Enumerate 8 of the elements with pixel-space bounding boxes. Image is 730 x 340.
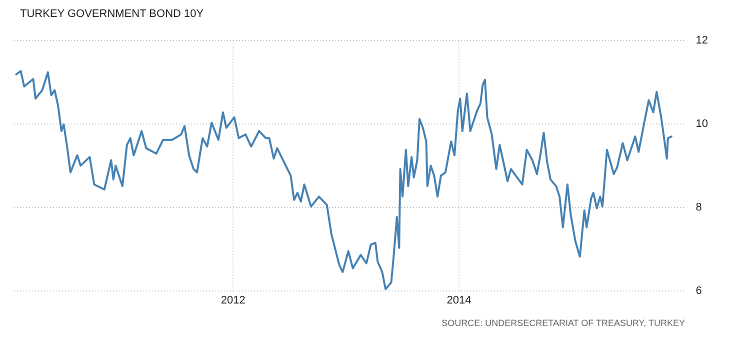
y-tick-label: 10 <box>696 118 708 130</box>
source-note: SOURCE: UNDERSECRETARIAT OF TREASURY, TURKEY <box>442 318 685 328</box>
x-tick-label: 2014 <box>446 294 472 306</box>
y-tick-label: 6 <box>696 284 702 297</box>
x-tick-label: 2012 <box>220 294 246 306</box>
chart-title: TURKEY GOVERNMENT BOND 10Y <box>20 8 204 20</box>
y-tick-label: 12 <box>696 34 708 47</box>
y-tick-label: 8 <box>696 201 702 214</box>
